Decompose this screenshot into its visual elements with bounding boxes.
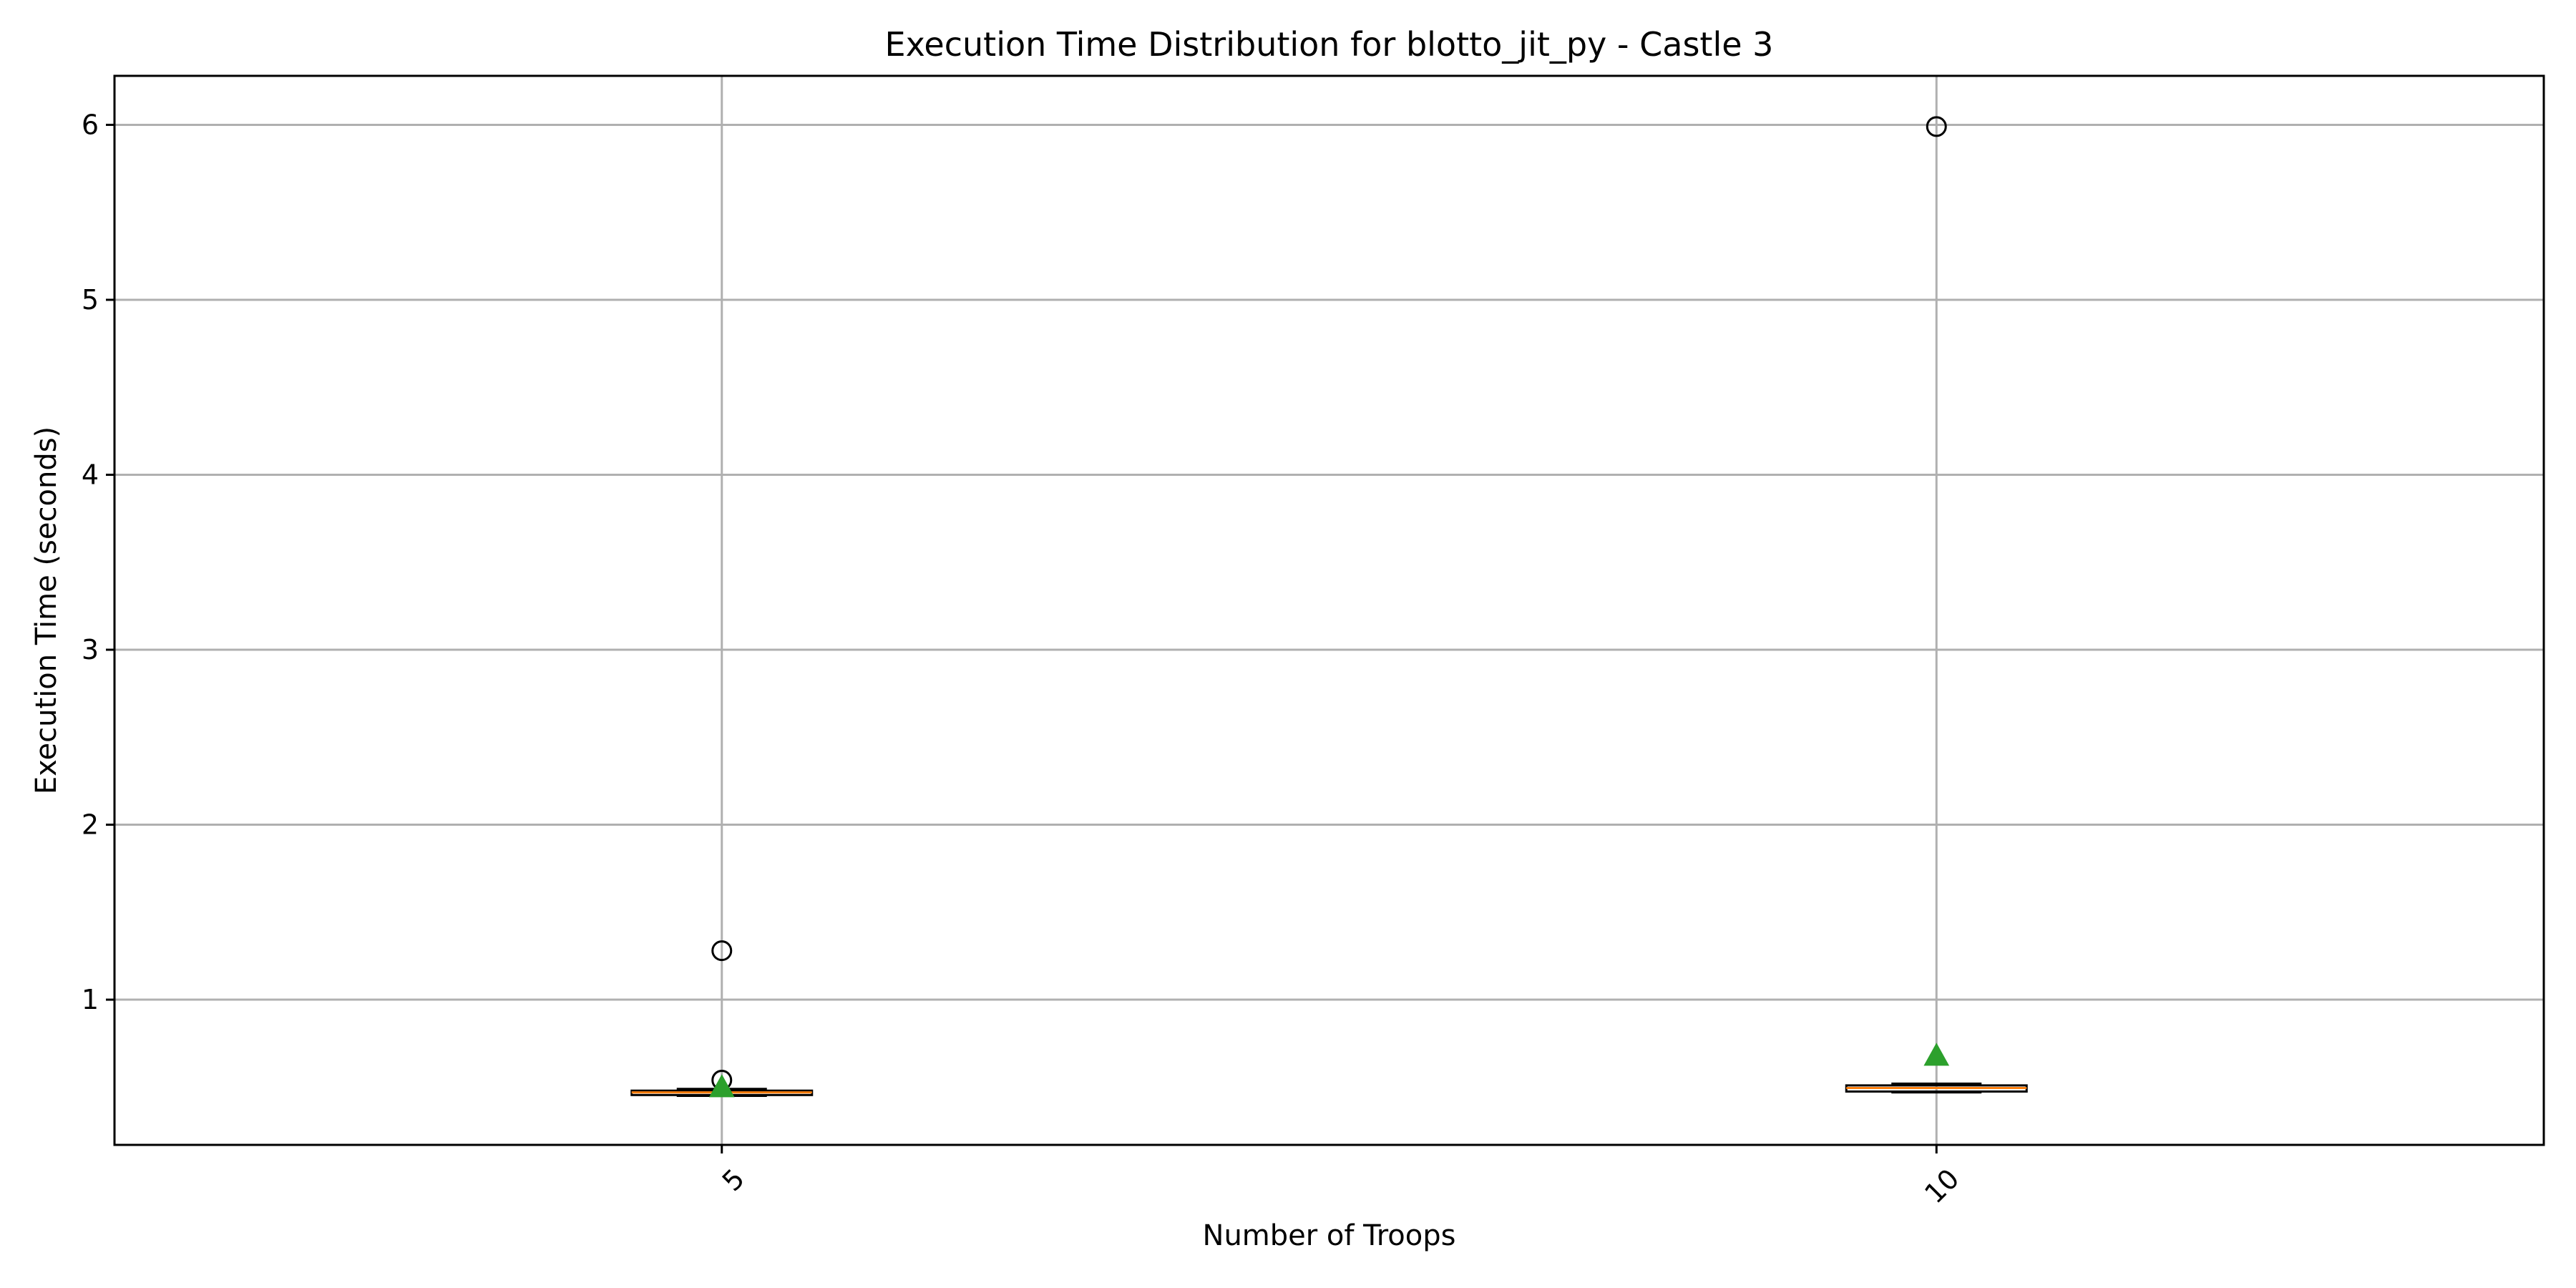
- box-group: [1845, 116, 2028, 1094]
- plot-area-frame: [113, 74, 2545, 1146]
- outlier-point: [711, 940, 733, 962]
- y-tick-label: 5: [82, 284, 99, 316]
- y-axis-label: Execution Time (seconds): [30, 426, 63, 794]
- y-tick-label: 6: [82, 109, 99, 140]
- outlier-point: [1926, 116, 1947, 137]
- mean-marker: [1923, 1043, 1950, 1066]
- y-tick-label: 1: [82, 984, 99, 1015]
- grid-lines: [114, 76, 2544, 1145]
- box-series: [630, 116, 2028, 1098]
- mean-marker: [708, 1074, 735, 1098]
- chart-title: Execution Time Distribution for blotto_j…: [885, 25, 1774, 64]
- y-tick-label: 2: [82, 809, 99, 841]
- box-group: [630, 940, 814, 1098]
- x-axis-label: Number of Troops: [1203, 1219, 1456, 1252]
- y-tick-label: 4: [82, 459, 99, 490]
- y-tick-label: 3: [82, 634, 99, 665]
